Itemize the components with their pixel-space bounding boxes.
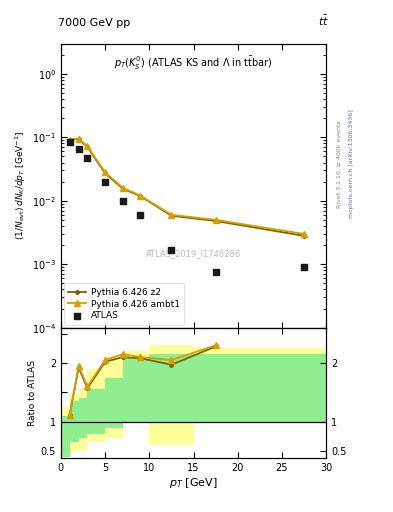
Pythia 6.426 z2 <box>76 136 81 142</box>
Text: $t\bar{t}$: $t\bar{t}$ <box>318 14 329 28</box>
ATLAS <box>119 197 126 205</box>
Text: Rivet 3.1.10, ≥ 400k events: Rivet 3.1.10, ≥ 400k events <box>337 120 342 208</box>
Pythia 6.426 ambt1 <box>213 217 218 223</box>
Pythia 6.426 ambt1 <box>103 169 108 176</box>
ATLAS <box>301 263 307 271</box>
Pythia 6.426 z2 <box>169 212 174 219</box>
Pythia 6.426 z2 <box>138 193 143 199</box>
ATLAS <box>138 211 144 219</box>
Pythia 6.426 ambt1 <box>85 143 90 150</box>
Pythia 6.426 z2 <box>85 144 90 150</box>
Pythia 6.426 z2 <box>120 185 125 191</box>
ATLAS <box>213 268 219 276</box>
Y-axis label: Ratio to ATLAS: Ratio to ATLAS <box>28 360 37 426</box>
Pythia 6.426 ambt1 <box>68 137 72 143</box>
Pythia 6.426 z2 <box>213 218 218 224</box>
Pythia 6.426 z2 <box>103 170 108 177</box>
Pythia 6.426 ambt1 <box>169 212 174 218</box>
Text: $p_{T}(K^{0}_{S})$ (ATLAS KS and $\Lambda$ in t$\bar{\mathrm{t}}$bar): $p_{T}(K^{0}_{S})$ (ATLAS KS and $\Lambd… <box>114 55 273 72</box>
Text: 7000 GeV pp: 7000 GeV pp <box>58 18 130 28</box>
Pythia 6.426 ambt1 <box>120 185 125 191</box>
Text: mcplots.cern.ch [arXiv:1306.3436]: mcplots.cern.ch [arXiv:1306.3436] <box>349 110 354 218</box>
Line: Pythia 6.426 z2: Pythia 6.426 z2 <box>68 138 306 238</box>
Legend: Pythia 6.426 z2, Pythia 6.426 ambt1, ATLAS: Pythia 6.426 z2, Pythia 6.426 ambt1, ATL… <box>64 284 184 325</box>
Pythia 6.426 z2 <box>302 233 307 239</box>
Text: ATLAS_2019_I1746286: ATLAS_2019_I1746286 <box>146 249 241 258</box>
Pythia 6.426 ambt1 <box>76 136 81 142</box>
Pythia 6.426 ambt1 <box>138 193 143 199</box>
Pythia 6.426 z2 <box>68 137 72 143</box>
X-axis label: $p_{T}$ [GeV]: $p_{T}$ [GeV] <box>169 476 218 490</box>
ATLAS <box>75 145 82 153</box>
ATLAS <box>168 245 174 253</box>
Line: Pythia 6.426 ambt1: Pythia 6.426 ambt1 <box>67 136 307 237</box>
ATLAS <box>84 154 90 162</box>
Pythia 6.426 ambt1 <box>302 231 307 237</box>
ATLAS <box>102 178 108 186</box>
Y-axis label: $(1/N_{\mathrm{evt}})\,dN_{K}/dp_{T}$ [GeV$^{-1}$]: $(1/N_{\mathrm{evt}})\,dN_{K}/dp_{T}$ [G… <box>13 131 28 240</box>
ATLAS <box>66 138 73 146</box>
